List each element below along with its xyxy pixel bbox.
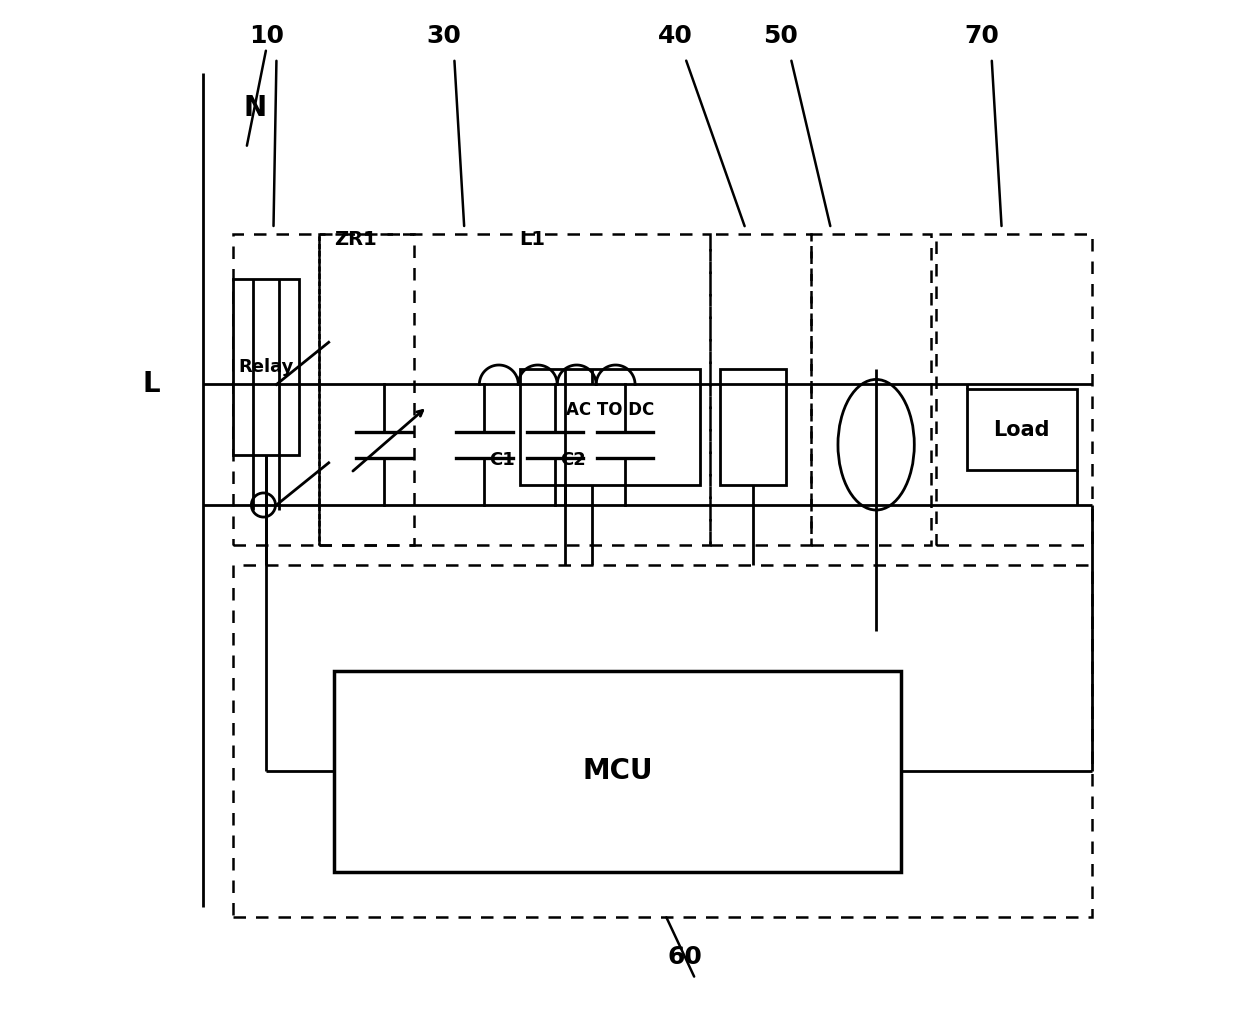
Bar <box>319 233 711 545</box>
Text: C2: C2 <box>559 450 585 469</box>
Text: Relay: Relay <box>238 358 294 376</box>
Bar <box>233 566 1092 917</box>
Text: C1: C1 <box>490 450 515 469</box>
Bar <box>319 233 414 545</box>
Text: Load: Load <box>993 420 1050 439</box>
Text: MCU: MCU <box>583 758 652 785</box>
Text: 30: 30 <box>427 24 461 48</box>
Text: L1: L1 <box>520 230 546 248</box>
Bar <box>334 671 901 872</box>
Text: N: N <box>243 94 267 122</box>
Bar <box>233 233 319 545</box>
Text: 10: 10 <box>249 24 284 48</box>
Text: 50: 50 <box>764 24 799 48</box>
Text: L: L <box>143 371 160 399</box>
Bar <box>233 279 299 454</box>
Bar <box>520 370 701 485</box>
Text: 70: 70 <box>965 24 999 48</box>
Bar <box>720 370 786 485</box>
Bar <box>966 390 1078 470</box>
Bar <box>811 233 931 545</box>
Text: AC TO DC: AC TO DC <box>565 401 653 419</box>
Text: 60: 60 <box>668 945 703 969</box>
Bar <box>711 233 811 545</box>
Bar <box>936 233 1092 545</box>
Text: 40: 40 <box>657 24 693 48</box>
Text: ZR1: ZR1 <box>334 230 377 248</box>
